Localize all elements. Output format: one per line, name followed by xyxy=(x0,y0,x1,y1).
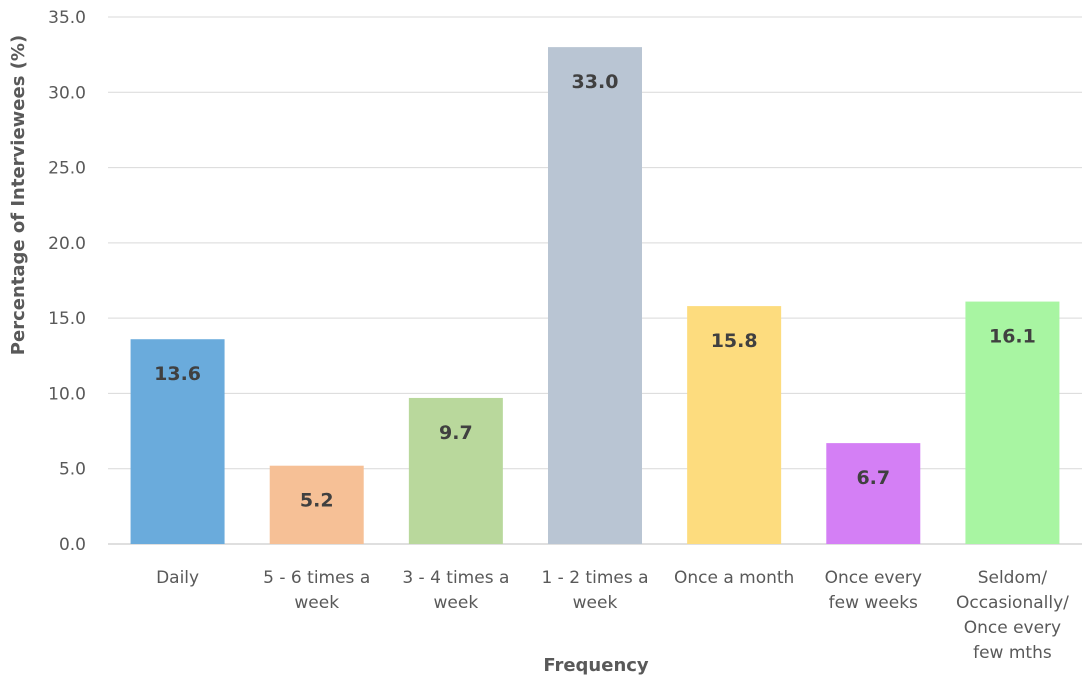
bar xyxy=(687,306,782,544)
y-tick-label: 0.0 xyxy=(59,535,86,555)
x-tick-label: Once a month xyxy=(674,568,794,588)
data-label: 13.6 xyxy=(154,363,201,385)
data-label: 15.8 xyxy=(711,330,758,352)
y-tick-label: 35.0 xyxy=(48,8,86,28)
x-tick-label: 3 - 4 times a week xyxy=(402,568,509,613)
x-axis-categories: Daily 5 - 6 times a week 3 - 4 times a week 1… xyxy=(156,568,1069,663)
data-label: 6.7 xyxy=(856,467,890,489)
y-axis-ticks: 0.0 5.0 10.0 15.0 20.0 25.0 30.0 35.0 xyxy=(48,8,86,555)
y-axis-title: Percentage of Interviewees (%) xyxy=(8,35,29,355)
data-label: 33.0 xyxy=(572,71,619,93)
bar xyxy=(269,465,364,544)
x-tick-label: Seldom/Occasionally/Once every few mths xyxy=(956,568,1069,663)
data-label: 5.2 xyxy=(300,490,334,512)
bar xyxy=(130,339,225,544)
data-label: 9.7 xyxy=(439,422,473,444)
y-tick-label: 30.0 xyxy=(48,83,86,103)
data-labels: 13.6 5.2 9.7 33.0 15.8 6.7 16.1 xyxy=(154,71,1036,512)
bar xyxy=(965,301,1060,544)
data-label: 16.1 xyxy=(989,326,1036,348)
bars xyxy=(130,47,1060,544)
x-axis-title: Frequency xyxy=(543,655,649,676)
y-tick-label: 20.0 xyxy=(48,234,86,254)
bar xyxy=(826,443,921,544)
x-tick-label: 1 - 2 times a week xyxy=(541,568,648,613)
y-tick-label: 15.0 xyxy=(48,309,86,329)
y-tick-label: 5.0 xyxy=(59,460,86,480)
bar xyxy=(548,47,642,544)
y-tick-label: 10.0 xyxy=(48,384,86,404)
x-tick-label: Once every few weeks xyxy=(825,568,922,613)
x-tick-label: 5 - 6 times a week xyxy=(263,568,370,613)
y-tick-label: 25.0 xyxy=(48,159,86,179)
bar xyxy=(408,397,503,544)
x-tick-label: Daily xyxy=(156,568,199,588)
